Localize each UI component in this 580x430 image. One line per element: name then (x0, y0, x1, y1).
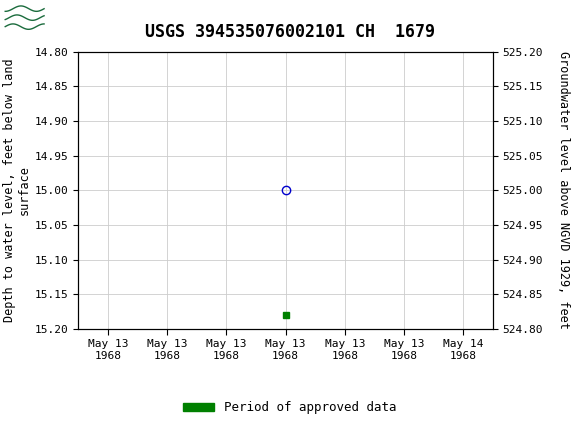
Y-axis label: Groundwater level above NGVD 1929, feet: Groundwater level above NGVD 1929, feet (557, 51, 570, 329)
Text: USGS: USGS (53, 9, 104, 27)
Legend: Period of approved data: Period of approved data (178, 396, 402, 419)
Text: USGS 394535076002101 CH  1679: USGS 394535076002101 CH 1679 (145, 23, 435, 41)
Y-axis label: Depth to water level, feet below land
surface: Depth to water level, feet below land su… (3, 58, 31, 322)
FancyBboxPatch shape (3, 3, 46, 33)
